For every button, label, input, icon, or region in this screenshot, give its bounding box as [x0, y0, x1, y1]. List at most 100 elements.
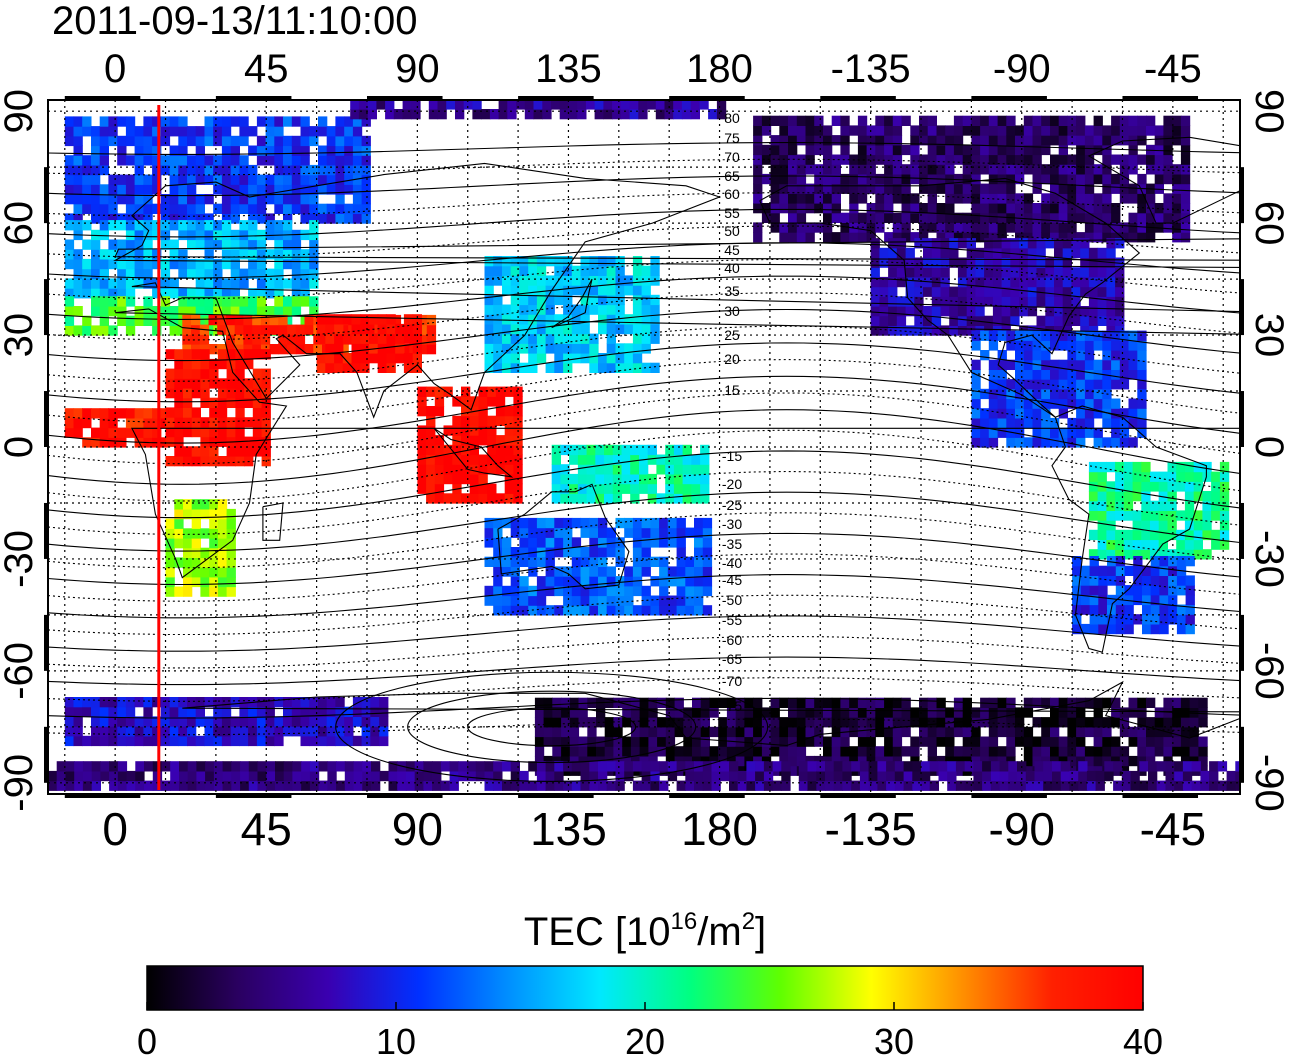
tec-cell — [191, 334, 201, 345]
tec-cell — [888, 267, 898, 278]
tec-cell — [152, 174, 162, 185]
tec-cell — [510, 314, 520, 325]
tec-cell — [493, 556, 503, 567]
tec-cell — [1121, 770, 1132, 782]
tec-data-layer — [48, 100, 1240, 791]
tec-cell — [1050, 417, 1060, 429]
tec-cell — [606, 537, 616, 548]
tec-cell — [875, 203, 885, 214]
tec-cell — [1115, 306, 1125, 317]
tec-cell — [152, 258, 162, 270]
tec-cell — [953, 222, 964, 233]
tec-cell — [484, 527, 494, 538]
tec-cell — [1123, 491, 1134, 502]
tec-cell — [859, 770, 870, 782]
tec-cell — [195, 135, 205, 147]
tec-cell — [1102, 717, 1112, 728]
tec-cell — [1001, 276, 1011, 288]
tec-cell — [919, 164, 929, 175]
tec-cell — [613, 726, 623, 738]
tec-cell — [1032, 697, 1042, 708]
tec-cell — [417, 473, 427, 485]
tec-cell — [914, 296, 924, 307]
tec-cell — [1089, 575, 1099, 586]
tec-cell — [1111, 707, 1121, 718]
tec-cell — [997, 417, 1007, 429]
right-lat-label: 60 — [1247, 201, 1291, 246]
tec-cell — [125, 417, 136, 429]
tec-cell — [1023, 154, 1034, 165]
tec-cell — [971, 379, 981, 390]
tec-cell — [510, 780, 520, 791]
tec-cell — [1176, 604, 1187, 615]
tec-cell — [1172, 212, 1182, 223]
tec-cell — [1180, 755, 1191, 767]
tec-cell — [1027, 238, 1038, 249]
tec-cell — [274, 203, 284, 214]
tec-cell — [1019, 276, 1029, 288]
tec-cell — [1132, 549, 1142, 560]
tec-cell — [788, 183, 798, 194]
tec-cell — [99, 437, 109, 448]
tec-cell — [528, 294, 538, 306]
tec-cell — [326, 184, 336, 195]
tec-cell — [988, 398, 999, 409]
tec-cell — [1084, 765, 1095, 776]
tec-cell — [866, 746, 876, 757]
tec-cell — [239, 706, 249, 717]
tec-cell — [984, 296, 994, 307]
tec-cell — [1137, 736, 1147, 747]
tec-cell — [248, 706, 258, 717]
tec-cell — [929, 761, 939, 772]
tec-cell — [984, 276, 994, 288]
tec-cell — [737, 770, 747, 782]
tec-cell — [344, 164, 354, 176]
tec-cell — [360, 353, 370, 364]
tec-cell — [884, 697, 894, 708]
tec-cell — [1097, 315, 1107, 326]
tec-cell — [700, 707, 710, 718]
tec-cell — [702, 585, 713, 597]
tec-cell — [936, 736, 946, 747]
tec-cell — [1154, 164, 1164, 175]
tec-cell — [1050, 135, 1060, 146]
tec-cell — [73, 194, 83, 205]
tec-cell — [1176, 481, 1186, 492]
magnetic-latitude-contour — [48, 225, 1240, 259]
tec-cell — [191, 557, 201, 568]
tec-cell — [226, 426, 236, 438]
tec-cell — [761, 125, 772, 136]
tec-cell — [823, 203, 833, 214]
tec-cell — [1132, 481, 1142, 492]
tec-cell — [187, 296, 197, 307]
tec-cell — [694, 605, 704, 616]
contour-label: -45 — [722, 572, 742, 588]
tec-cell — [1102, 144, 1112, 156]
tec-cell — [1089, 585, 1099, 596]
tec-cell — [949, 257, 959, 268]
tec-cell — [361, 155, 371, 166]
tec-cell — [676, 780, 686, 791]
tec-cell — [1115, 481, 1125, 492]
tec-cell — [339, 324, 349, 335]
tec-cell — [770, 144, 780, 156]
tec-cell — [1058, 697, 1068, 708]
tec-cell — [1080, 238, 1090, 249]
tec-cell — [274, 135, 284, 147]
tec-cell — [543, 736, 553, 747]
tec-cell — [892, 193, 903, 204]
tec-cell — [257, 761, 267, 772]
tec-cell — [683, 755, 693, 767]
contour-label: -65 — [722, 651, 742, 667]
tec-cell — [195, 145, 205, 156]
tec-cell — [1076, 340, 1086, 351]
tec-cell — [1084, 408, 1095, 419]
tec-cell — [624, 770, 634, 782]
top-lon-label: 135 — [535, 47, 602, 91]
tec-cell — [682, 473, 692, 485]
tec-cell — [1193, 539, 1203, 550]
tec-cell — [692, 746, 702, 757]
tec-cell — [252, 446, 263, 457]
tec-cell — [1132, 491, 1142, 502]
tec-cell — [513, 493, 523, 504]
